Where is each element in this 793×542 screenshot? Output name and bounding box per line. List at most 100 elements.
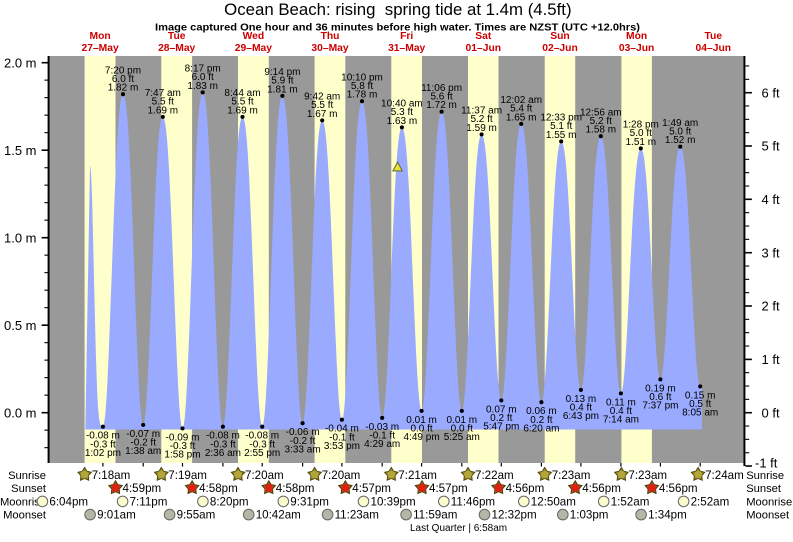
svg-text:7:19am: 7:19am [168,469,207,482]
svg-text:03–Jun: 03–Jun [619,43,655,54]
svg-text:1:34pm: 1:34pm [648,509,687,522]
svg-text:1.78 m: 1.78 m [347,90,378,101]
svg-text:1.83 m: 1.83 m [187,81,218,92]
svg-text:-1 ft: -1 ft [755,455,778,470]
svg-text:3:53 pm: 3:53 pm [324,441,360,452]
svg-text:-0.1 ft: -0.1 ft [369,431,395,442]
svg-text:Thu: Thu [321,31,340,42]
svg-text:Sunrise: Sunrise [746,470,784,482]
svg-text:-0.03 m: -0.03 m [365,422,399,433]
svg-text:9:42 am: 9:42 am [304,92,340,103]
svg-text:7:11pm: 7:11pm [130,495,168,508]
svg-text:5.4 ft: 5.4 ft [510,104,532,115]
svg-text:Last Quarter | 6:58am: Last Quarter | 6:58am [410,523,507,534]
svg-text:1.59 m: 1.59 m [466,123,497,134]
svg-text:0.07 m: 0.07 m [486,404,517,415]
svg-text:02–Jun: 02–Jun [542,43,578,54]
svg-text:6:04pm: 6:04pm [49,495,88,508]
svg-text:Mon: Mon [90,31,111,42]
svg-text:4:49 pm: 4:49 pm [404,432,440,443]
svg-text:Sunset: Sunset [11,483,47,495]
svg-text:12:50am: 12:50am [531,495,576,508]
svg-text:0.0 m: 0.0 m [4,405,37,420]
svg-text:0.4 ft: 0.4 ft [570,403,592,414]
svg-text:-0.2 ft: -0.2 ft [290,436,316,447]
svg-text:8:05 am: 8:05 am [682,408,718,419]
svg-text:Moonset: Moonset [746,510,790,522]
svg-text:0.0 ft: 0.0 ft [451,424,473,435]
svg-text:10:40 am: 10:40 am [381,99,423,110]
svg-text:29–May: 29–May [235,43,272,54]
svg-text:-0.3 ft: -0.3 ft [249,439,275,450]
svg-text:04–Jun: 04–Jun [696,43,732,54]
svg-text:12:02 am: 12:02 am [500,95,542,106]
svg-text:6.0 ft: 6.0 ft [112,74,134,85]
svg-text:7:18am: 7:18am [92,469,131,482]
svg-text:Sat: Sat [475,31,492,42]
svg-text:0.06 m: 0.06 m [526,406,557,417]
svg-text:-0.3 ft: -0.3 ft [170,441,196,452]
svg-text:11:06 pm: 11:06 pm [421,83,462,94]
svg-text:-0.3 ft: -0.3 ft [90,439,116,450]
svg-text:4:57pm: 4:57pm [429,482,468,495]
svg-text:-0.04 m: -0.04 m [325,424,359,435]
svg-text:4:29 am: 4:29 am [364,439,400,450]
svg-text:0.2 ft: 0.2 ft [490,413,512,424]
svg-text:1.65 m: 1.65 m [506,112,537,123]
svg-text:10:42am: 10:42am [256,509,301,522]
svg-text:0.13 m: 0.13 m [566,394,597,405]
svg-text:Mon: Mon [626,31,647,42]
svg-text:Tue: Tue [168,31,186,42]
svg-text:1.69 m: 1.69 m [227,105,258,116]
svg-text:5:47 pm: 5:47 pm [483,422,519,433]
svg-text:5.0 ft: 5.0 ft [630,128,652,139]
svg-text:Sun: Sun [550,31,569,42]
svg-text:2 ft: 2 ft [762,299,780,314]
svg-text:1.67 m: 1.67 m [307,109,338,120]
svg-text:2.0 m: 2.0 m [4,55,37,70]
svg-text:1:58 pm: 1:58 pm [164,450,200,461]
svg-text:-0.1 ft: -0.1 ft [329,432,355,443]
svg-text:11:59am: 11:59am [413,509,457,522]
svg-text:4:56pm: 4:56pm [659,482,698,495]
svg-text:0.01 m: 0.01 m [447,415,478,426]
svg-text:5:25 am: 5:25 am [444,432,480,443]
svg-text:5.8 ft: 5.8 ft [351,81,373,92]
svg-text:0.4 ft: 0.4 ft [610,406,632,417]
svg-text:6 ft: 6 ft [762,85,780,100]
svg-text:4:56pm: 4:56pm [506,482,545,495]
svg-text:Fri: Fri [400,31,413,42]
svg-text:0.19 m: 0.19 m [645,383,676,394]
svg-text:1.81 m: 1.81 m [267,84,298,95]
svg-text:2:55 pm: 2:55 pm [244,448,280,459]
svg-text:1.82 m: 1.82 m [108,83,139,94]
svg-text:-0.3 ft: -0.3 ft [210,439,236,450]
svg-text:7:20am: 7:20am [245,469,284,482]
svg-text:12:56 am: 12:56 am [580,107,622,118]
svg-text:4:59pm: 4:59pm [123,482,162,495]
svg-text:1:02 pm: 1:02 pm [85,448,121,459]
svg-text:-0.08 m: -0.08 m [86,431,120,442]
svg-text:1.55 m: 1.55 m [546,130,577,141]
svg-text:9:01am: 9:01am [97,509,136,522]
svg-text:30–May: 30–May [311,43,348,54]
svg-text:Sunset: Sunset [746,483,782,495]
svg-text:28–May: 28–May [158,43,195,54]
svg-text:7:14 am: 7:14 am [603,415,639,426]
svg-text:10:10 pm: 10:10 pm [341,72,383,83]
svg-text:0.0 ft: 0.0 ft [410,424,432,435]
svg-text:-0.09 m: -0.09 m [166,432,200,443]
svg-text:-0.07 m: -0.07 m [126,429,160,440]
svg-text:7:20 pm: 7:20 pm [105,65,141,76]
svg-text:5.5 ft: 5.5 ft [231,97,253,108]
svg-text:Moonrise: Moonrise [746,496,792,508]
svg-text:Image captured One hour and 36: Image captured One hour and 36 minutes b… [155,22,640,34]
svg-text:1.5 m: 1.5 m [4,143,37,158]
svg-text:1.72 m: 1.72 m [426,100,457,111]
svg-text:0.01 m: 0.01 m [406,415,437,426]
svg-text:01–Jun: 01–Jun [466,43,502,54]
svg-text:7:47 am: 7:47 am [145,88,181,99]
svg-text:1 ft: 1 ft [762,352,780,367]
svg-text:0.6 ft: 0.6 ft [649,392,671,403]
svg-text:0.5 m: 0.5 m [4,318,37,333]
